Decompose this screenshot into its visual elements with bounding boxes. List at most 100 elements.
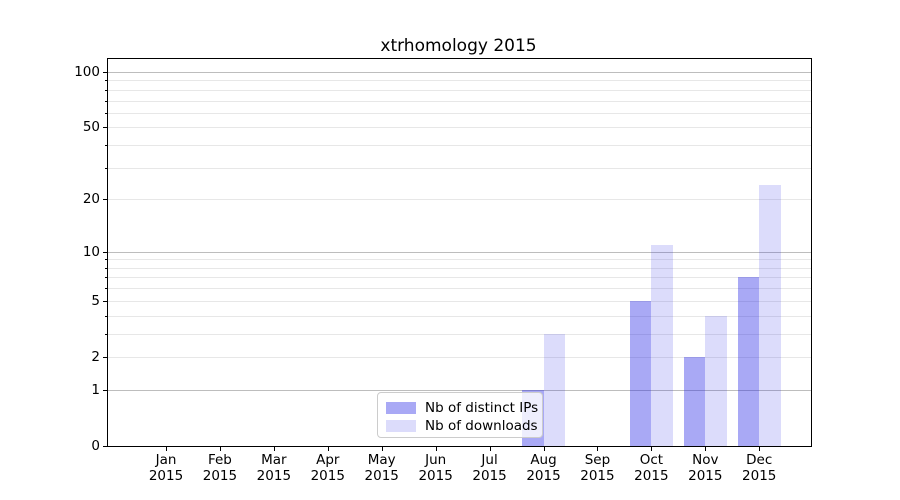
gridline-major [108,71,811,73]
year-label: 2015 [526,467,561,484]
month-label: Dec [746,452,773,468]
chart-title: xtrhomology 2015 [380,36,537,56]
x-tick-mark [651,446,653,451]
year-label: 2015 [256,467,292,484]
x-tick-label-oct: Oct 2015 [619,452,683,484]
x-tick-label-jan: Jan 2015 [134,452,198,484]
gridline-minor [108,333,811,335]
y-tick-mark [103,251,108,253]
year-label: 2015 [688,467,723,484]
gridline-major [108,251,811,253]
month-label: Sep [584,452,611,468]
y-tick-mark-minor [105,267,108,269]
y-tick-mark-minor [105,145,108,147]
y-tick-mark [103,446,108,447]
x-tick-mark [327,446,329,451]
year-label: 2015 [472,467,507,484]
y-tick-label: 5 [91,292,100,309]
y-tick-mark-minor [105,167,108,169]
y-tick-mark-minor [105,288,108,290]
year-label: 2015 [742,467,777,484]
y-tick-mark-minor [105,80,108,82]
x-tick-label-feb: Feb 2015 [188,452,252,484]
y-tick-label: 2 [91,348,100,365]
y-tick-label: 1 [91,381,100,398]
month-label: Jul [481,452,498,468]
year-label: 2015 [148,467,184,484]
x-tick-label-dec: Dec 2015 [727,452,791,484]
legend-label: Nb of downloads [425,418,538,434]
x-tick-label-jul: Jul 2015 [458,452,522,484]
x-tick-label-sep: Sep 2015 [565,452,629,484]
gridline-minor [108,259,811,261]
x-tick-mark [219,446,221,451]
y-tick-label: 10 [82,243,100,260]
y-tick-mark-minor [105,333,108,335]
gridline-minor [108,288,811,290]
x-tick-mark [273,446,275,451]
x-tick-mark [597,446,599,451]
y-tick-mark-minor [105,277,108,279]
bar-distinct-ips-dec [737,277,760,446]
y-tick-mark-minor [105,315,108,317]
legend-label: Nb of distinct IPs [425,400,539,416]
month-label: Jun [425,452,447,468]
gridline-minor [108,145,811,147]
month-label: Apr [316,452,340,468]
gridline-minor [108,199,811,201]
x-tick-mark [705,446,707,451]
legend: Nb of distinct IPs Nb of downloads [377,392,543,438]
month-label: May [367,452,396,468]
x-tick-label-aug: Aug 2015 [512,452,576,484]
gridline-minor [108,89,811,91]
x-tick-mark [759,446,761,451]
x-tick-label-jun: Jun 2015 [404,452,468,484]
y-tick-mark-minor [105,100,108,102]
year-label: 2015 [634,467,669,484]
legend-swatch-downloads [386,420,416,432]
y-tick-mark [103,300,108,302]
year-label: 2015 [364,467,399,484]
y-tick-mark-minor [105,112,108,114]
y-tick-label: 100 [74,63,100,80]
gridline-minor [108,267,811,269]
plot-area: 0 1 2 5 10 20 50 100 Jan 2015 Feb 2015 Mar 2015 Apr 201… [74,58,812,483]
y-tick-mark [103,356,108,358]
month-label: Oct [639,452,664,468]
y-tick-mark-minor [105,89,108,91]
legend-item: Nb of distinct IPs [386,399,538,417]
y-tick-mark-minor [105,259,108,261]
x-tick-mark [543,446,545,451]
month-label: Jan [155,452,177,468]
bar-downloads-nov [705,315,727,446]
y-tick-label: 0 [91,438,100,454]
bar-distinct-ips-nov [683,356,706,446]
y-tick-mark [103,127,108,129]
gridline-minor [108,300,811,302]
year-label: 2015 [310,467,345,484]
month-label: Nov [692,452,719,468]
y-tick-mark [103,199,108,201]
gridline-minor [108,167,811,169]
bar-downloads-oct [651,244,673,446]
year-label: 2015 [202,467,238,484]
x-tick-mark [489,446,491,451]
month-label: Feb [207,452,232,468]
x-tick-label-nov: Nov 2015 [673,452,737,484]
gridline-minor [108,127,811,129]
x-tick-mark [381,446,383,451]
gridline-minor [108,80,811,82]
gridline-minor [108,100,811,102]
gridline-minor [108,277,811,279]
gridline-minor [108,112,811,114]
year-label: 2015 [418,467,453,484]
y-tick-mark [103,71,108,73]
month-label: Aug [530,452,557,468]
x-tick-label-apr: Apr 2015 [296,452,360,484]
x-tick-mark [435,446,437,451]
year-label: 2015 [580,467,615,484]
bar-downloads-aug [543,333,565,446]
bar-downloads-dec [759,185,781,446]
y-tick-label: 20 [82,191,100,208]
